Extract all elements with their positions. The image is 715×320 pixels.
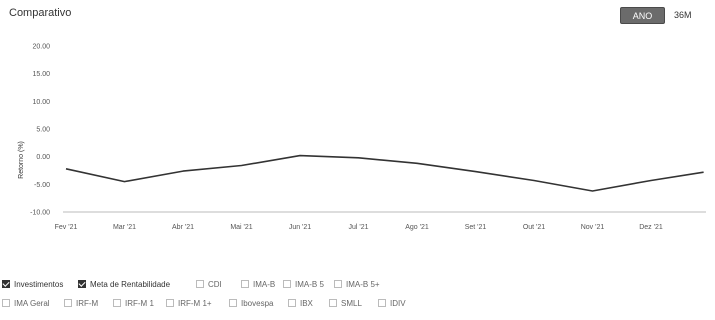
- filter-investimentos[interactable]: Investimentos: [2, 277, 63, 291]
- series-line-investimentos[interactable]: [65, 154, 704, 192]
- y-tick-label: 0.00: [36, 154, 50, 161]
- checkbox-smll[interactable]: [329, 299, 337, 307]
- y-tick-labels: 20.00 15.00 10.00 5.00 0.00 -5.00 -10.00: [30, 44, 50, 217]
- filter-label: IRF-M 1+: [178, 298, 212, 308]
- filter-label: IRF-M 1: [125, 298, 154, 308]
- checkbox-ima-geral[interactable]: [2, 299, 10, 307]
- filter-label: CDI: [208, 279, 222, 289]
- period-ano-button[interactable]: ANO: [620, 7, 665, 24]
- filter-ima-b[interactable]: IMA-B: [241, 277, 275, 291]
- checkbox-ima-b-5[interactable]: [334, 280, 342, 288]
- filter-ima-geral[interactable]: IMA Geral: [2, 296, 50, 310]
- checkbox-ibx[interactable]: [288, 299, 296, 307]
- y-tick-label: 15.00: [32, 71, 50, 78]
- checkbox-irf-m[interactable]: [64, 299, 72, 307]
- filter-label: Meta de Rentabilidade: [90, 279, 171, 289]
- y-tick-label: 10.00: [32, 99, 50, 106]
- checkbox-ima-b-5[interactable]: [283, 280, 291, 288]
- checkbox-investimentos[interactable]: [2, 280, 10, 288]
- series-group: [65, 154, 704, 192]
- filter-label: IMA-B 5+: [346, 279, 380, 289]
- filter-idiv[interactable]: IDIV: [378, 296, 406, 310]
- filter-ibx[interactable]: IBX: [288, 296, 313, 310]
- y-tick-label: -5.00: [34, 182, 50, 189]
- filter-label: Investimentos: [14, 279, 64, 289]
- chart-title: Comparativo: [9, 7, 72, 19]
- filter-label: IRF-M: [76, 298, 99, 308]
- y-axis-label: Retorno (%): [18, 141, 25, 179]
- checkbox-ima-b[interactable]: [241, 280, 249, 288]
- x-tick-labels: Fev '21 Mar '21 Abr '21 Mai '21 Jun '21 Jul '…: [55, 224, 663, 231]
- y-tick-label: -10.00: [30, 210, 50, 217]
- filter-meta-de-rentabilidade[interactable]: Meta de Rentabilidade: [78, 277, 170, 291]
- x-tick-label: Jul '21: [348, 224, 368, 231]
- x-tick-label: Jun '21: [289, 224, 311, 231]
- x-tick-label: Nov '21: [581, 224, 605, 231]
- checkbox-irf-m-1[interactable]: [166, 299, 174, 307]
- filter-label: Ibovespa: [241, 298, 274, 308]
- x-tick-label: Fev '21: [55, 224, 78, 231]
- line-chart: Retorno (%) 20.00 15.00 10.00 5.00 0.00 -5.00…: [18, 44, 706, 231]
- filter-ima-b-5[interactable]: IMA-B 5: [283, 277, 324, 291]
- filter-label: IMA Geral: [14, 298, 50, 308]
- filter-label: IDIV: [390, 298, 406, 308]
- filter-label: SMLL: [341, 298, 362, 308]
- filter-smll[interactable]: SMLL: [329, 296, 362, 310]
- filter-ima-b-5[interactable]: IMA-B 5+: [334, 277, 380, 291]
- filter-ibovespa[interactable]: Ibovespa: [229, 296, 273, 310]
- filter-irf-m-1[interactable]: IRF-M 1+: [166, 296, 212, 310]
- x-tick-label: Abr '21: [172, 224, 194, 231]
- filter-irf-m[interactable]: IRF-M: [64, 296, 98, 310]
- x-tick-label: Set '21: [465, 224, 487, 231]
- checkbox-ibovespa[interactable]: [229, 299, 237, 307]
- filter-cdi[interactable]: CDI: [196, 277, 222, 291]
- checkbox-cdi[interactable]: [196, 280, 204, 288]
- filter-label: IMA-B: [253, 279, 276, 289]
- filter-label: IMA-B 5: [295, 279, 324, 289]
- y-tick-label: 5.00: [36, 127, 50, 134]
- y-tick-label: 20.00: [32, 44, 50, 51]
- x-tick-label: Mai '21: [230, 224, 252, 231]
- x-tick-label: Out '21: [523, 224, 545, 231]
- filter-label: IBX: [300, 298, 313, 308]
- x-tick-label: Mar '21: [113, 224, 136, 231]
- x-tick-label: Dez '21: [639, 224, 663, 231]
- x-tick-label: Ago '21: [405, 224, 429, 231]
- filter-irf-m-1[interactable]: IRF-M 1: [113, 296, 154, 310]
- checkbox-meta-de-rentabilidade[interactable]: [78, 280, 86, 288]
- checkbox-irf-m-1[interactable]: [113, 299, 121, 307]
- checkbox-idiv[interactable]: [378, 299, 386, 307]
- period-36m-button[interactable]: 36M: [674, 10, 692, 20]
